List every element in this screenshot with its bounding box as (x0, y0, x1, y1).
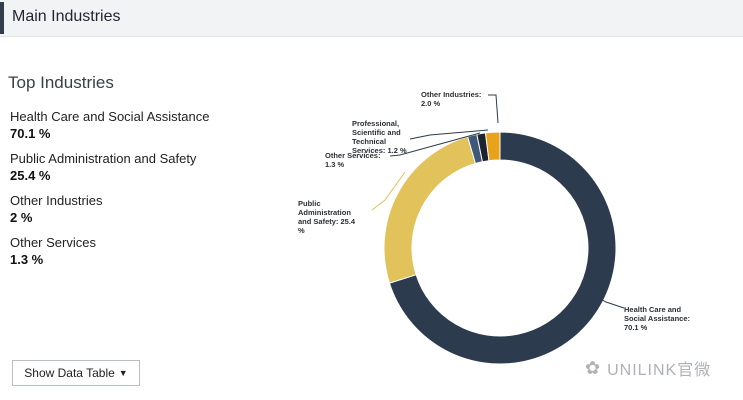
industry-value: 2 % (10, 210, 33, 225)
show-data-table-button[interactable]: Show Data Table ▼ (12, 360, 140, 386)
watermark-text: UNILINK官微 (607, 362, 712, 379)
label-connector (591, 293, 625, 309)
industry-value: 25.4 % (10, 168, 51, 183)
donut-slice[interactable] (388, 131, 617, 365)
data-label: Public Administration and Safety: 25.4% (298, 199, 356, 235)
label-connector (409, 129, 489, 140)
top-industries-title: Top Industries (8, 73, 114, 92)
list-item: Health Care and Social Assistance 70.1 % (10, 108, 270, 150)
data-label: Other Industries: 2.0 % (421, 90, 481, 108)
data-label: Other Services: 1.3 % (325, 151, 380, 169)
industry-label: Health Care and Social Assistance (10, 109, 210, 124)
donut-slice[interactable] (383, 135, 477, 284)
donut-slice[interactable] (484, 131, 501, 162)
label-connector (371, 171, 406, 211)
industry-value: 70.1 % (10, 126, 51, 141)
industry-label: Other Industries (10, 193, 103, 208)
industry-value: 1.3 % (10, 252, 44, 267)
data-label: Health Care and Social Assistance: 70.1 % (624, 305, 690, 332)
section-header: Main Industries (0, 0, 743, 37)
list-item: Public Administration and Safety 25.4 % (10, 150, 270, 192)
list-item: Other Industries 2 % (10, 192, 270, 234)
industry-label: Public Administration and Safety (10, 151, 197, 166)
header-accent-bar (0, 2, 4, 34)
label-connector (488, 94, 499, 124)
show-data-table-label: Show Data Table (24, 366, 115, 380)
top-industries-list: Health Care and Social Assistance 70.1 %… (10, 108, 270, 276)
caret-down-icon: ▼ (118, 368, 128, 378)
wechat-icon: ✿ (585, 357, 602, 378)
industry-label: Other Services (10, 235, 96, 250)
watermark: ✿ UNILINK官微 (585, 356, 711, 380)
data-label: Professional, Scientific and Technical Serv… (352, 119, 407, 155)
list-item: Other Services 1.3 % (10, 234, 270, 276)
label-connector (389, 132, 481, 157)
section-title: Main Industries (12, 8, 121, 25)
